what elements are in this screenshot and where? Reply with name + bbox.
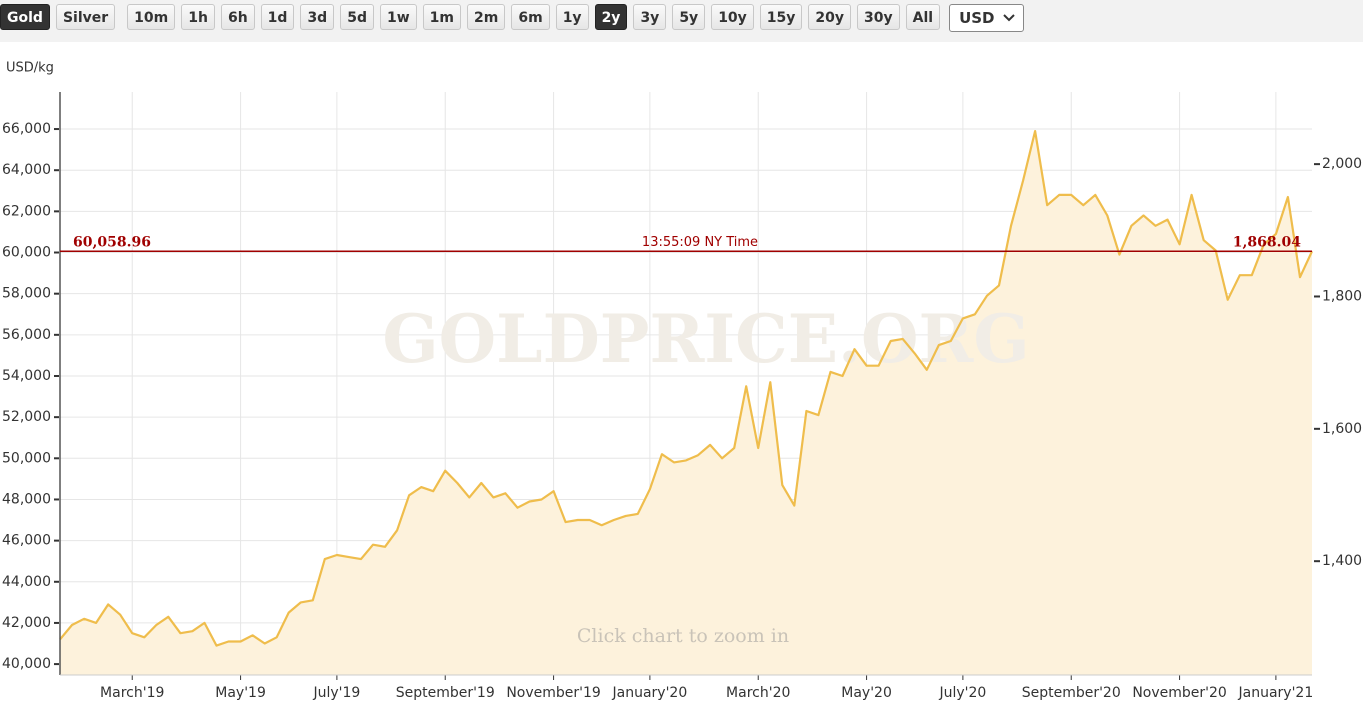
- current-price-label: 60,058.96: [73, 234, 151, 250]
- y2-tick-label: 2,000: [1322, 156, 1362, 172]
- toolbar-button[interactable]: 6h: [220, 4, 255, 30]
- y-tick-label: 54,000: [2, 368, 51, 384]
- toolbar-button[interactable]: 5d: [340, 4, 374, 30]
- area: [60, 131, 1312, 676]
- x-tick-label: November'20: [1132, 685, 1227, 701]
- toolbar-button[interactable]: 3y: [633, 4, 667, 30]
- y2-tick-label: 1,800: [1322, 288, 1362, 304]
- x-tick-label: January'21: [1238, 685, 1314, 701]
- toolbar-button[interactable]: 15y: [759, 4, 803, 30]
- y-tick-label: 42,000: [2, 615, 51, 631]
- chevron: [1003, 14, 1015, 22]
- y-tick-label: 40,000: [2, 656, 51, 672]
- toolbar-button[interactable]: 10m: [127, 4, 176, 30]
- y-tick-label: 46,000: [2, 533, 51, 549]
- toolbar-button[interactable]: 1w: [379, 4, 417, 30]
- current-price-oz-label: 1,868.04: [1233, 234, 1301, 250]
- price-line-series: [59, 130, 1313, 647]
- x-tick-label: July'20: [938, 685, 986, 701]
- toolbar-button[interactable]: 20y: [808, 4, 852, 30]
- toolbar-button[interactable]: 2y: [594, 4, 628, 30]
- range-group: 10m 1h 6h 1d 3d 5d 1w 1m 2m 6m 1y 2y 3y 5y 10y 15y 20y 30…: [127, 4, 946, 30]
- x-tick-label: March'20: [726, 685, 790, 701]
- zoom-hint: Click chart to zoom in: [577, 625, 789, 647]
- y-tick-label: 56,000: [2, 327, 51, 343]
- currency-select[interactable]: USD: [949, 4, 1025, 32]
- toolbar-button[interactable]: 1d: [260, 4, 295, 30]
- x-tick-label: September'20: [1022, 685, 1121, 701]
- toolbar: Gold Silver 10m 1h 6h 1d 3d 5d 1w 1m 2m 6m 1y 2y 3y 5y…: [0, 0, 1363, 42]
- y-tick-label: 52,000: [2, 409, 51, 425]
- toolbar-button[interactable]: 1y: [555, 4, 589, 30]
- y-tick-label: 64,000: [2, 162, 51, 178]
- toolbar-button[interactable]: 10y: [711, 4, 754, 30]
- price-time: 13:55:09 NY Time: [642, 235, 758, 250]
- y2-tick-label: 1,400: [1322, 553, 1362, 569]
- chart[interactable]: USD/kg March'19 May'19 July'19 September'19…: [0, 42, 1363, 710]
- y2-tick-label: 1,600: [1322, 421, 1362, 437]
- y-tick-label: 58,000: [2, 286, 51, 302]
- x-tick-label: May'19: [215, 685, 266, 701]
- toolbar-button[interactable]: 1h: [181, 4, 215, 30]
- toolbar-button[interactable]: Gold: [0, 4, 50, 30]
- y-axis-label: USD/kg: [6, 61, 54, 76]
- toolbar-button[interactable]: All: [905, 4, 941, 30]
- y-tick-label: 62,000: [2, 203, 51, 219]
- toolbar-button[interactable]: 30y: [857, 4, 900, 30]
- y-tick-label: 60,000: [2, 245, 51, 261]
- metal-group: Gold Silver: [0, 4, 121, 30]
- toolbar-button[interactable]: Silver: [55, 4, 116, 30]
- x-tick-label: September'19: [396, 685, 495, 701]
- y-tick-label: 48,000: [2, 491, 51, 507]
- x-tick-label: May'20: [841, 685, 892, 701]
- toolbar-button[interactable]: 2m: [467, 4, 506, 30]
- x-tick-label: November'19: [506, 685, 601, 701]
- y-tick-label: 66,000: [2, 121, 51, 137]
- y-tick-label: 50,000: [2, 450, 51, 466]
- x-tick-label: July'19: [312, 685, 360, 701]
- toolbar-button[interactable]: 3d: [300, 4, 335, 30]
- x-tick-label: January'20: [612, 685, 688, 701]
- toolbar-button[interactable]: 1m: [422, 4, 461, 30]
- x-tick-label: March'19: [100, 685, 164, 701]
- toolbar-button[interactable]: 6m: [511, 4, 550, 30]
- y-tick-label: 44,000: [2, 574, 51, 590]
- currency-value: USD: [959, 9, 995, 27]
- watermark: GOLDPRICE.ORG: [382, 300, 1029, 378]
- toolbar-button[interactable]: 5y: [672, 4, 706, 30]
